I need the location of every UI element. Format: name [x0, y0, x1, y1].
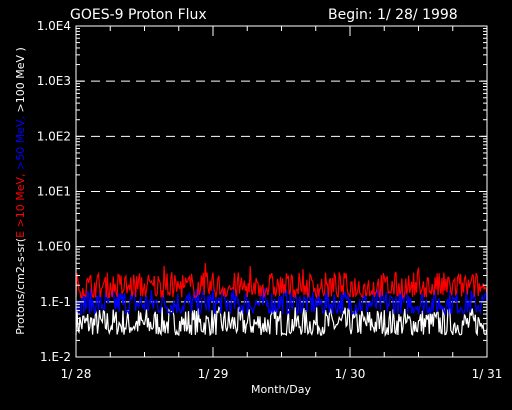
- y-axis-label-part: Protons/cm2-s-sr(: [14, 238, 27, 335]
- y-tick-label: 1.0E4: [37, 19, 71, 33]
- chart-title: GOES-9 Proton Flux: [70, 7, 207, 23]
- y-tick-label: 1.E-2: [40, 350, 71, 364]
- y-tick-label: 1.0E0: [37, 240, 71, 254]
- y-ticks: 1.E-2 1.E-1 1.0E0 1.0E1 1.0E2 1.0E3 1.0E4: [37, 19, 487, 364]
- x-tick-label: 1/ 30: [335, 367, 366, 381]
- y-axis-label-part: >50 MeV,: [14, 112, 27, 170]
- gridlines: [76, 80, 487, 303]
- series-gt10mev-line: [75, 263, 488, 300]
- y-tick-label: 1.0E3: [37, 74, 71, 88]
- y-tick-label: 1.0E2: [37, 129, 71, 143]
- y-tick-label: 1.E-1: [40, 295, 71, 309]
- y-axis-label-part: >100 MeV ): [14, 47, 27, 112]
- x-tick-label: 1/ 28: [61, 367, 92, 381]
- y-axis-label-part: E >10 MeV,: [14, 170, 27, 238]
- x-tick-label: 1/ 31: [472, 367, 503, 381]
- series-gt100mev-line: [75, 306, 488, 337]
- series-layer: [75, 263, 488, 337]
- series-gt50mev-line: [75, 287, 488, 316]
- x-tick-label: 1/ 29: [198, 367, 229, 381]
- y-axis-label: Protons/cm2-s-sr(E >10 MeV, >50 MeV, >10…: [14, 47, 27, 335]
- begin-date-label: Begin: 1/ 28/ 1998: [328, 7, 458, 23]
- x-ticks: 1/ 28 1/ 29 1/ 30 1/ 31: [61, 26, 503, 381]
- y-tick-label: 1.0E1: [37, 185, 71, 199]
- x-axis-label: Month/Day: [251, 383, 311, 396]
